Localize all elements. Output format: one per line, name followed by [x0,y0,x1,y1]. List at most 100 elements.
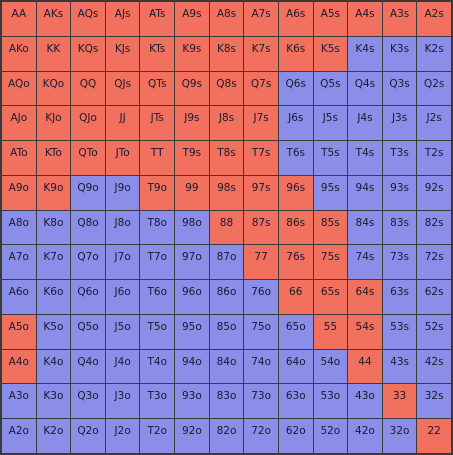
hand-cell[interactable]: 94o [175,349,209,384]
hand-cell[interactable]: A7s [244,2,278,36]
hand-cell[interactable]: K5s [313,36,348,71]
hand-cell[interactable]: A7o [2,245,36,280]
hand-cell[interactable]: TT [140,141,175,175]
hand-cell[interactable]: J7o [105,245,140,280]
hand-cell[interactable]: T9s [175,141,209,175]
hand-cell[interactable]: 75o [244,314,278,349]
hand-cell[interactable]: A4o [2,349,36,384]
hand-cell[interactable]: K9s [175,36,209,71]
hand-cell[interactable]: 98s [209,175,244,210]
hand-cell[interactable]: A2s [417,2,451,36]
hand-cell[interactable]: Q8o [71,210,105,245]
hand-cell[interactable]: QJo [71,106,105,141]
hand-cell[interactable]: 54s [348,314,382,349]
hand-cell[interactable]: 43s [382,349,417,384]
hand-cell[interactable]: J9o [105,175,140,210]
hand-cell[interactable]: T6s [278,141,313,175]
hand-cell[interactable]: AJo [2,106,36,141]
hand-cell[interactable]: Q5s [313,71,348,106]
hand-cell[interactable]: 82s [417,210,451,245]
hand-cell[interactable]: Q6s [278,71,313,106]
hand-cell[interactable]: A9o [2,175,36,210]
hand-cell[interactable]: 73s [382,245,417,280]
hand-cell[interactable]: Q9s [175,71,209,106]
hand-cell[interactable]: Q2s [417,71,451,106]
hand-cell[interactable]: AKo [2,36,36,71]
hand-cell[interactable]: 66 [278,280,313,314]
hand-cell[interactable]: K6s [278,36,313,71]
hand-cell[interactable]: 83o [209,384,244,419]
hand-cell[interactable]: T8o [140,210,175,245]
hand-cell[interactable]: 96s [278,175,313,210]
hand-cell[interactable]: AA [2,2,36,36]
hand-cell[interactable]: KQs [71,36,105,71]
hand-cell[interactable]: J8o [105,210,140,245]
hand-cell[interactable]: T6o [140,280,175,314]
hand-cell[interactable]: 43o [348,384,382,419]
hand-cell[interactable]: 42s [417,349,451,384]
hand-cell[interactable]: K9o [36,175,71,210]
hand-cell[interactable]: AQo [2,71,36,106]
hand-cell[interactable]: 86s [278,210,313,245]
hand-cell[interactable]: J3s [382,106,417,141]
hand-cell[interactable]: J2s [417,106,451,141]
hand-cell[interactable]: JTs [140,106,175,141]
hand-cell[interactable]: KQo [36,71,71,106]
hand-cell[interactable]: 84s [348,210,382,245]
hand-cell[interactable]: AQs [71,2,105,36]
hand-cell[interactable]: T4s [348,141,382,175]
hand-cell[interactable]: 62s [417,280,451,314]
hand-cell[interactable]: 62o [278,419,313,453]
hand-cell[interactable]: A4s [348,2,382,36]
hand-cell[interactable]: ATs [140,2,175,36]
hand-cell[interactable]: JTo [105,141,140,175]
hand-cell[interactable]: K5o [36,314,71,349]
hand-cell[interactable]: A2o [2,419,36,453]
hand-cell[interactable]: A8o [2,210,36,245]
hand-cell[interactable]: 63o [278,384,313,419]
hand-cell[interactable]: K8s [209,36,244,71]
hand-cell[interactable]: A5o [2,314,36,349]
hand-cell[interactable]: K3s [382,36,417,71]
hand-cell[interactable]: J4o [105,349,140,384]
hand-cell[interactable]: 42o [348,419,382,453]
hand-cell[interactable]: K2s [417,36,451,71]
hand-cell[interactable]: T9o [140,175,175,210]
hand-cell[interactable]: 33 [382,384,417,419]
hand-cell[interactable]: 97s [244,175,278,210]
hand-cell[interactable]: A5s [313,2,348,36]
hand-cell[interactable]: 75s [313,245,348,280]
hand-cell[interactable]: T5o [140,314,175,349]
hand-cell[interactable]: AKs [36,2,71,36]
hand-cell[interactable]: 92o [175,419,209,453]
hand-cell[interactable]: 85s [313,210,348,245]
hand-cell[interactable]: J2o [105,419,140,453]
hand-cell[interactable]: J6s [278,106,313,141]
hand-cell[interactable]: K7o [36,245,71,280]
hand-cell[interactable]: T7o [140,245,175,280]
hand-cell[interactable]: J4s [348,106,382,141]
hand-cell[interactable]: Q3o [71,384,105,419]
hand-cell[interactable]: T8s [209,141,244,175]
hand-cell[interactable]: 72s [417,245,451,280]
hand-cell[interactable]: 74s [348,245,382,280]
hand-cell[interactable]: K3o [36,384,71,419]
hand-cell[interactable]: 22 [417,419,451,453]
hand-cell[interactable]: Q5o [71,314,105,349]
hand-cell[interactable]: T3s [382,141,417,175]
hand-cell[interactable]: 32s [417,384,451,419]
hand-cell[interactable]: Q9o [71,175,105,210]
hand-cell[interactable]: 99 [175,175,209,210]
hand-cell[interactable]: 82o [209,419,244,453]
hand-cell[interactable]: 52s [417,314,451,349]
hand-cell[interactable]: 74o [244,349,278,384]
hand-cell[interactable]: 98o [175,210,209,245]
hand-cell[interactable]: T4o [140,349,175,384]
hand-cell[interactable]: 65o [278,314,313,349]
hand-cell[interactable]: 77 [244,245,278,280]
hand-cell[interactable]: KTo [36,141,71,175]
hand-cell[interactable]: 88 [209,210,244,245]
hand-cell[interactable]: Q4o [71,349,105,384]
hand-cell[interactable]: 83s [382,210,417,245]
hand-cell[interactable]: A6s [278,2,313,36]
